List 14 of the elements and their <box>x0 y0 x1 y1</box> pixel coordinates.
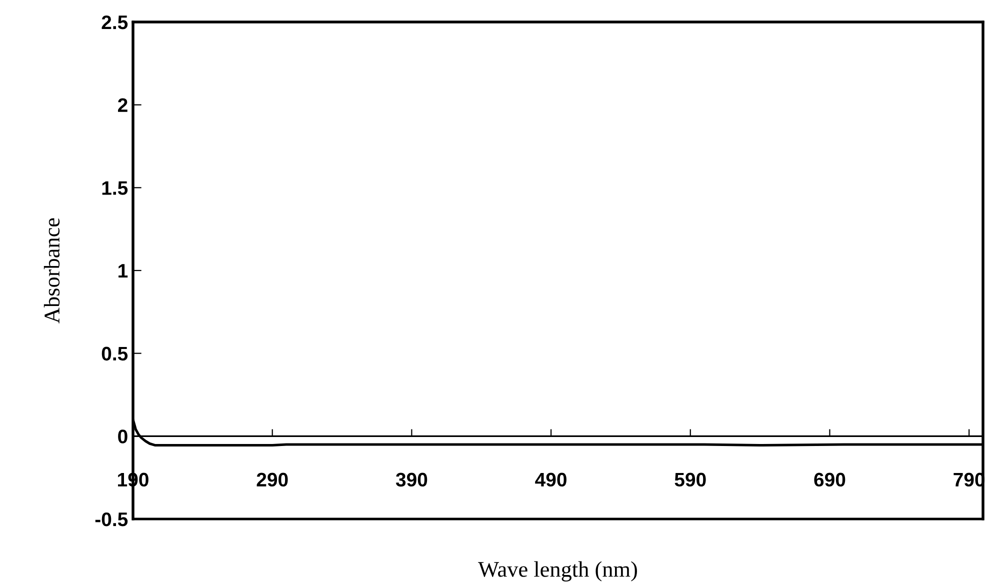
x-tick-label: 390 <box>396 472 428 487</box>
y-tick-label: 1 <box>118 264 128 278</box>
y-tick-label: 2.5 <box>102 15 128 30</box>
x-axis-title: Wave length (nm) <box>478 561 637 582</box>
y-tick-label: 1.5 <box>102 181 128 195</box>
y-tick-label: 0.5 <box>102 346 128 361</box>
y-axis-title: Absorbance <box>44 218 60 324</box>
x-tick-label: 690 <box>814 472 846 487</box>
y-tick-label: -0.5 <box>95 512 128 526</box>
x-tick-label: 590 <box>674 472 706 487</box>
y-tick-label: 0 <box>118 430 128 444</box>
x-tick-label: 490 <box>535 472 566 487</box>
y-tick-label: 2 <box>118 98 128 112</box>
x-tick-label: 290 <box>256 472 288 487</box>
